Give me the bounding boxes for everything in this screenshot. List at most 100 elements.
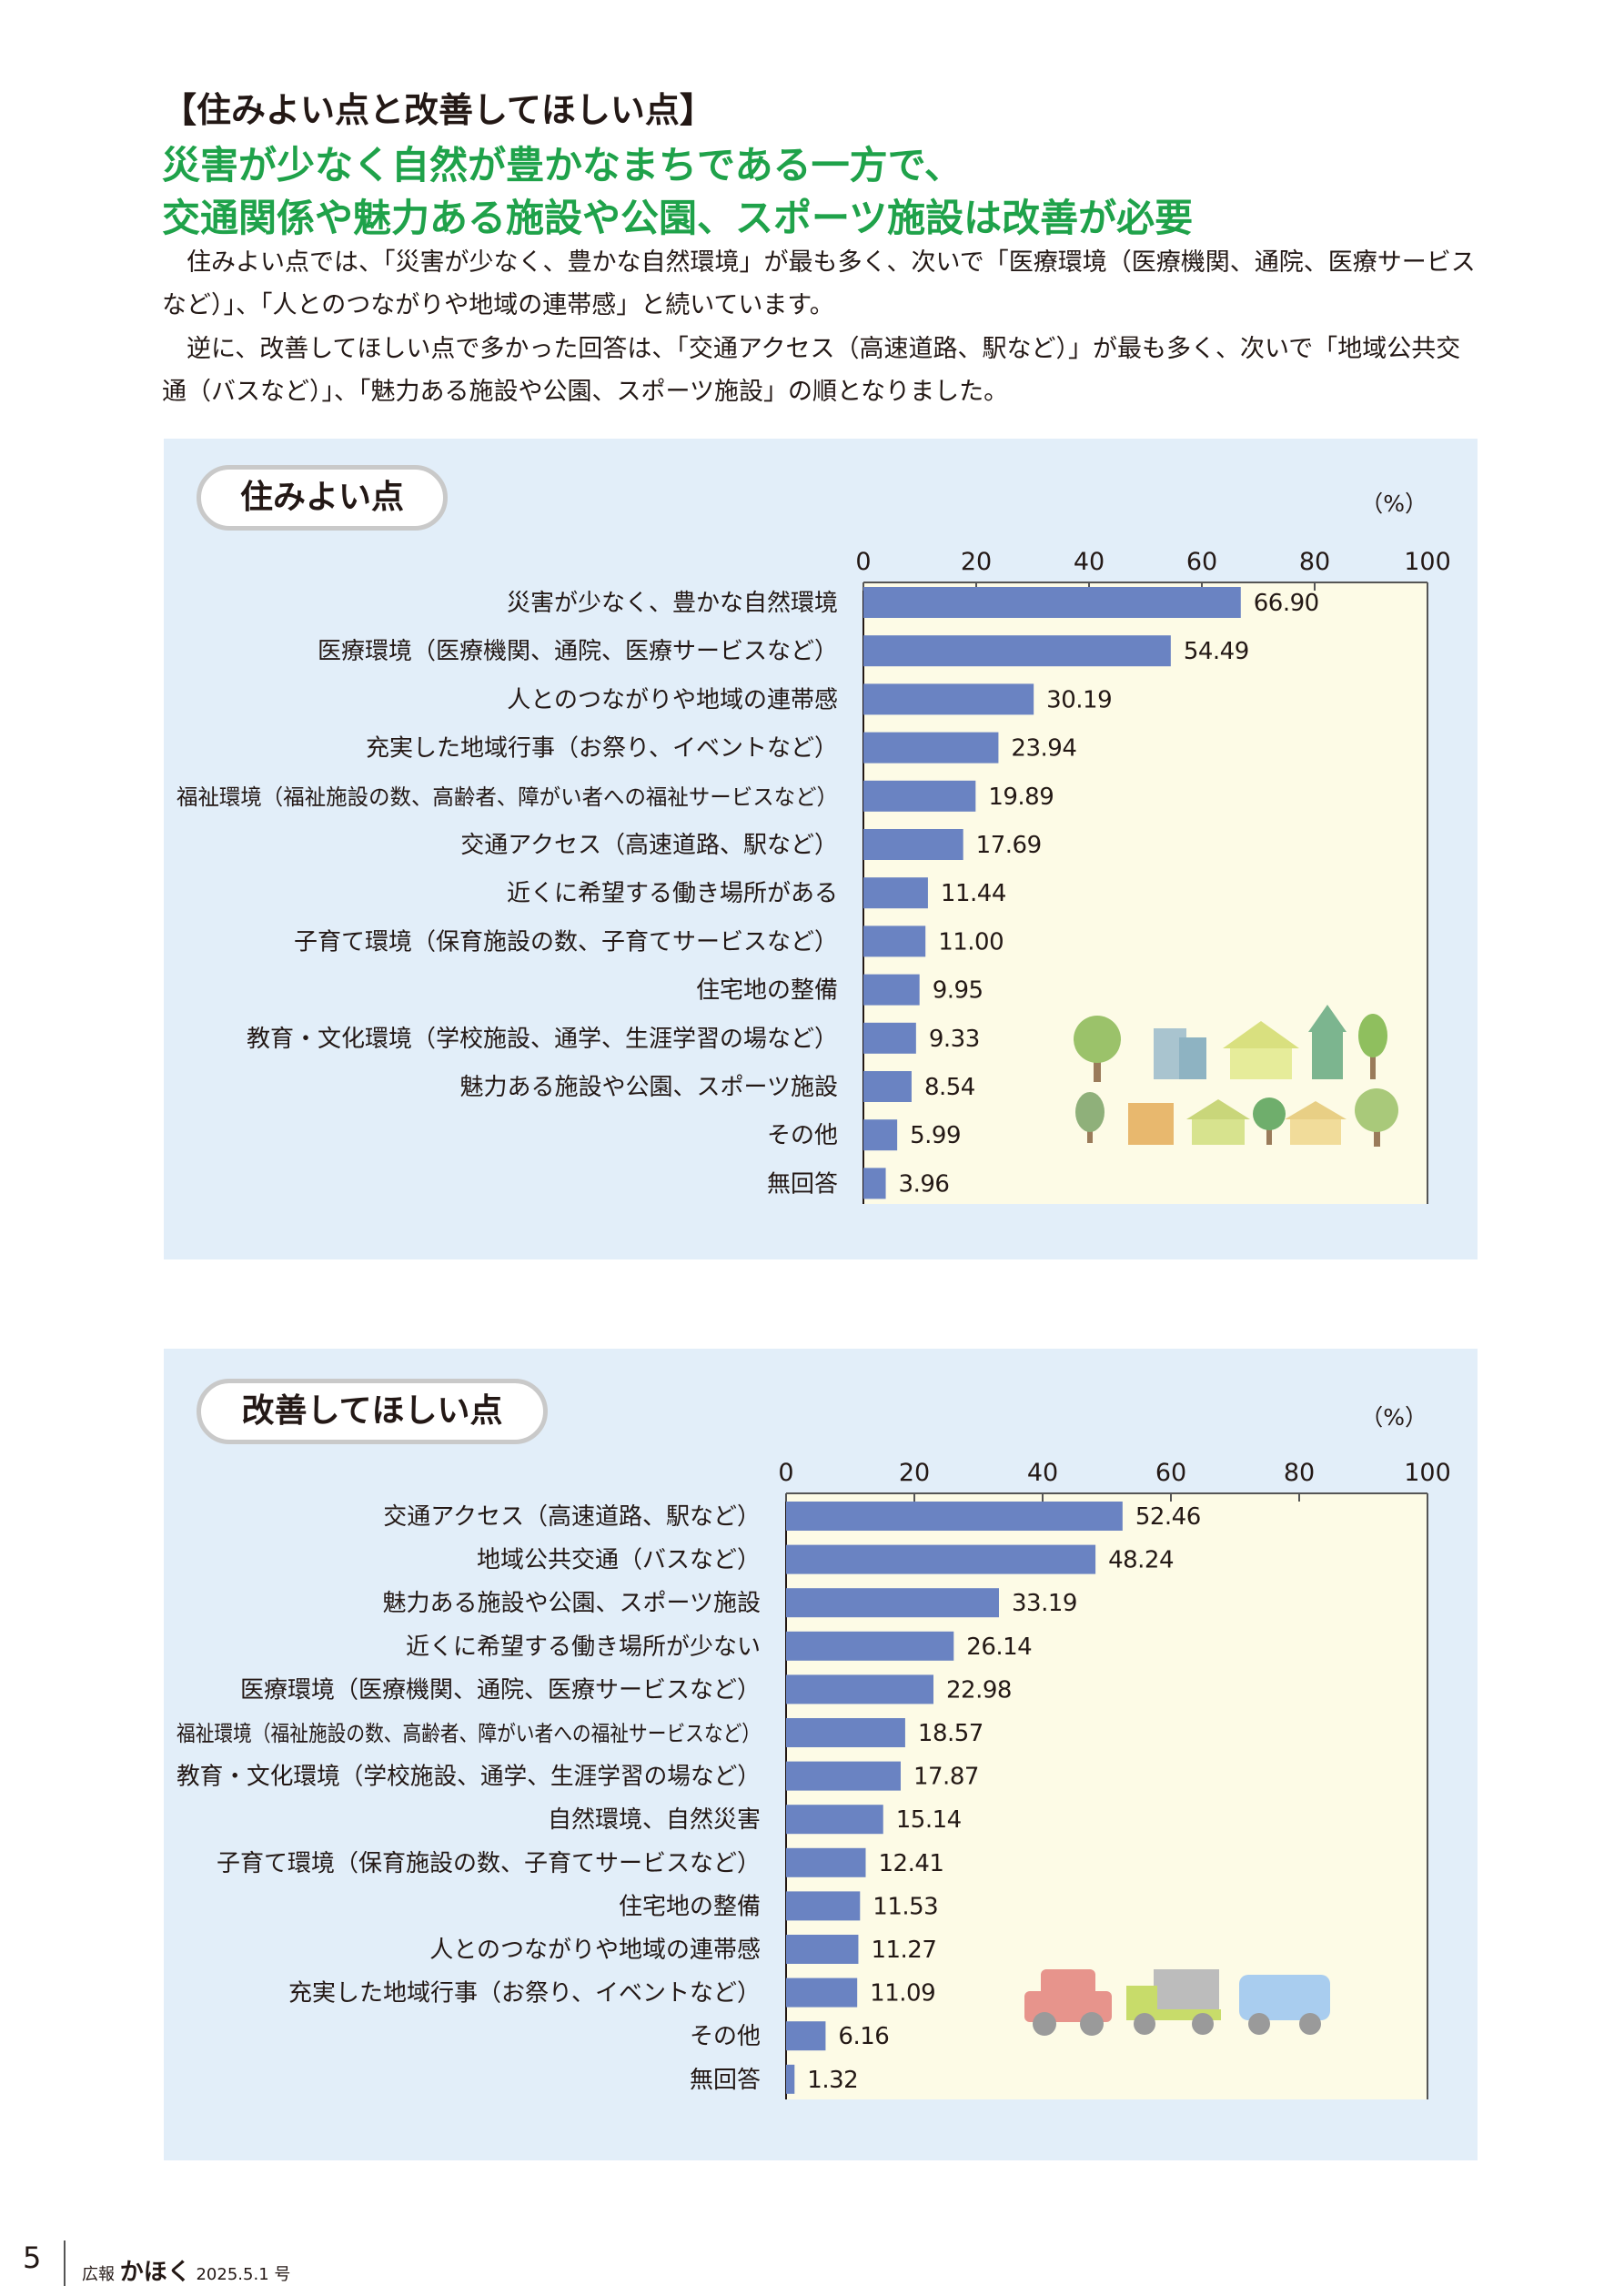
bar xyxy=(863,877,928,909)
tree-icon xyxy=(1355,1088,1398,1147)
category-label: 子育て環境（保育施設の数、子育てサービスなど） xyxy=(294,928,838,956)
category-label: 魅力ある施設や公園、スポーツ施設 xyxy=(383,1590,761,1617)
tree-icon xyxy=(1075,1092,1105,1143)
tree-icon xyxy=(1253,1097,1286,1145)
category-label: 教育・文化環境（学校施設、通学、生涯学習の場など） xyxy=(177,1764,761,1791)
truck-icon xyxy=(1126,1969,1221,2035)
data-label: 17.69 xyxy=(976,832,1042,859)
magazine-name: かほく xyxy=(119,2259,191,2286)
category-label: 災害が少なく、豊かな自然環境 xyxy=(507,590,838,617)
bar-chart-improvement-points: 0 20 40 60 80 100 （%） 52.46 交通アクセス（高速道路、駅など） 48.2… xyxy=(177,1404,1451,2099)
data-label: 30.19 xyxy=(1046,686,1112,713)
building-icon xyxy=(1154,1028,1206,1079)
bar xyxy=(863,587,1241,618)
tree-icon xyxy=(1074,1016,1121,1082)
bar xyxy=(863,1022,916,1054)
bar xyxy=(863,1119,898,1151)
category-label: 無回答 xyxy=(767,1170,838,1198)
x-tick-label: 60 xyxy=(1186,548,1217,576)
data-label: 15.14 xyxy=(896,1806,962,1834)
x-tick-label: 100 xyxy=(1404,1459,1451,1487)
bar-chart-good-points: 0 20 40 60 80 100 （%） 66.90 災害が少なく、豊かな自然環境 54.49 医… xyxy=(177,491,1451,1204)
data-label: 17.87 xyxy=(913,1764,979,1791)
category-label: 交通アクセス（高速道路、駅など） xyxy=(460,832,838,859)
intro-paragraph-1-text: 住みよい点では、「災害が少なく、豊かな自然環境」が最も多く、次いで「医療環境（医… xyxy=(162,248,1476,319)
tree-icon xyxy=(1358,1014,1387,1079)
data-label: 11.00 xyxy=(938,928,1004,956)
unit-label: （%） xyxy=(1360,491,1427,517)
car-icon xyxy=(1024,1969,1112,2036)
data-label: 8.54 xyxy=(924,1074,975,1101)
category-label: 無回答 xyxy=(690,2067,761,2094)
bar xyxy=(863,974,920,1006)
data-label: 5.99 xyxy=(910,1122,961,1149)
data-label: 9.95 xyxy=(933,977,983,1005)
data-label: 1.32 xyxy=(807,2067,858,2094)
x-tick-label: 20 xyxy=(961,548,992,576)
van-icon xyxy=(1239,1975,1330,2035)
bar xyxy=(786,1891,861,1921)
category-label: 住宅地の整備 xyxy=(696,977,838,1005)
page-number: 5 xyxy=(23,2240,42,2275)
category-label: 子育て環境（保育施設の数、子育てサービスなど） xyxy=(217,1850,761,1877)
category-label: その他 xyxy=(767,1122,838,1149)
data-label: 48.24 xyxy=(1108,1547,1174,1574)
category-label: 魅力ある施設や公園、スポーツ施設 xyxy=(460,1074,838,1101)
bar xyxy=(863,1168,886,1199)
category-label: 近くに希望する働き場所がある xyxy=(507,880,838,907)
category-label: その他 xyxy=(690,2023,761,2050)
data-label: 9.33 xyxy=(929,1026,980,1053)
x-tick-label: 40 xyxy=(1074,548,1105,576)
category-label: 近くに希望する働き場所が少ない xyxy=(406,1633,761,1661)
category-label: 人とのつながりや地域の連帯感 xyxy=(429,1937,761,1964)
bar xyxy=(786,2021,826,2051)
bar xyxy=(786,1805,883,1835)
category-label: 自然環境、自然災害 xyxy=(548,1806,761,1834)
data-label: 3.96 xyxy=(899,1170,950,1198)
category-label: 教育・文化環境（学校施設、通学、生涯学習の場など） xyxy=(247,1026,838,1053)
bar xyxy=(786,1761,901,1791)
house-icon xyxy=(1186,1099,1250,1145)
data-label: 54.49 xyxy=(1184,638,1249,665)
intro-paragraph-2-text: 逆に、改善してほしい点で多かった回答は、「交通アクセス（高速道路、駅など）」が最… xyxy=(162,335,1461,406)
bar xyxy=(863,1071,912,1102)
bar xyxy=(863,732,999,764)
data-label: 22.98 xyxy=(946,1676,1012,1704)
category-label: 地域公共交通（バスなど） xyxy=(477,1547,761,1574)
bar xyxy=(863,635,1171,667)
x-tick-label: 20 xyxy=(899,1459,930,1487)
x-tick-label: 0 xyxy=(778,1459,793,1487)
building-icon xyxy=(1128,1103,1174,1145)
bar xyxy=(786,1847,866,1877)
tower-icon xyxy=(1308,1005,1347,1079)
category-label: 交通アクセス（高速道路、駅など） xyxy=(383,1503,761,1531)
data-label: 66.90 xyxy=(1254,590,1319,617)
footer-divider xyxy=(64,2240,66,2286)
category-label: 医療環境（医療機関、通院、医療サービスなど） xyxy=(318,638,838,665)
bar xyxy=(786,1544,1096,1574)
category-label: 人とのつながりや地域の連帯感 xyxy=(507,686,838,713)
x-tick-label: 60 xyxy=(1155,1459,1186,1487)
x-tick-label: 40 xyxy=(1027,1459,1058,1487)
unit-label: （%） xyxy=(1360,1404,1427,1431)
intro-paragraph-2: 逆に、改善してほしい点で多かった回答は、「交通アクセス（高速道路、駅など）」が最… xyxy=(162,328,1481,413)
x-tick-label: 80 xyxy=(1284,1459,1315,1487)
house-icon xyxy=(1223,1021,1299,1079)
bar xyxy=(786,2064,795,2094)
category-label: 福祉環境（福祉施設の数、高齢者、障がい者への福祉サービスなど） xyxy=(177,1721,761,1746)
bar xyxy=(863,683,1034,715)
publication-info: 広報 かほく 2025.5.1 号 xyxy=(82,2253,290,2287)
section-heading: 【住みよい点と改善してほしい点】 xyxy=(162,90,714,130)
chart-panel-improvement-points: 0 20 40 60 80 100 （%） 52.46 交通アクセス（高速道路、駅など） 48.2… xyxy=(164,1349,1478,2160)
category-label: 充実した地域行事（お祭り、イベントなど） xyxy=(366,735,838,763)
data-label: 11.09 xyxy=(870,1980,935,2008)
category-label: 福祉環境（福祉施設の数、高齢者、障がい者への福祉サービスなど） xyxy=(177,784,838,810)
chart-title-pill: 住みよい点 xyxy=(197,465,448,531)
data-label: 11.27 xyxy=(871,1937,936,1964)
bar xyxy=(863,829,963,860)
house-icon xyxy=(1285,1101,1347,1145)
issue-date: 2025.5.1 号 xyxy=(196,2265,291,2284)
publication-label: 広報 xyxy=(82,2265,115,2284)
data-label: 11.44 xyxy=(941,880,1006,907)
data-label: 6.16 xyxy=(838,2023,889,2050)
